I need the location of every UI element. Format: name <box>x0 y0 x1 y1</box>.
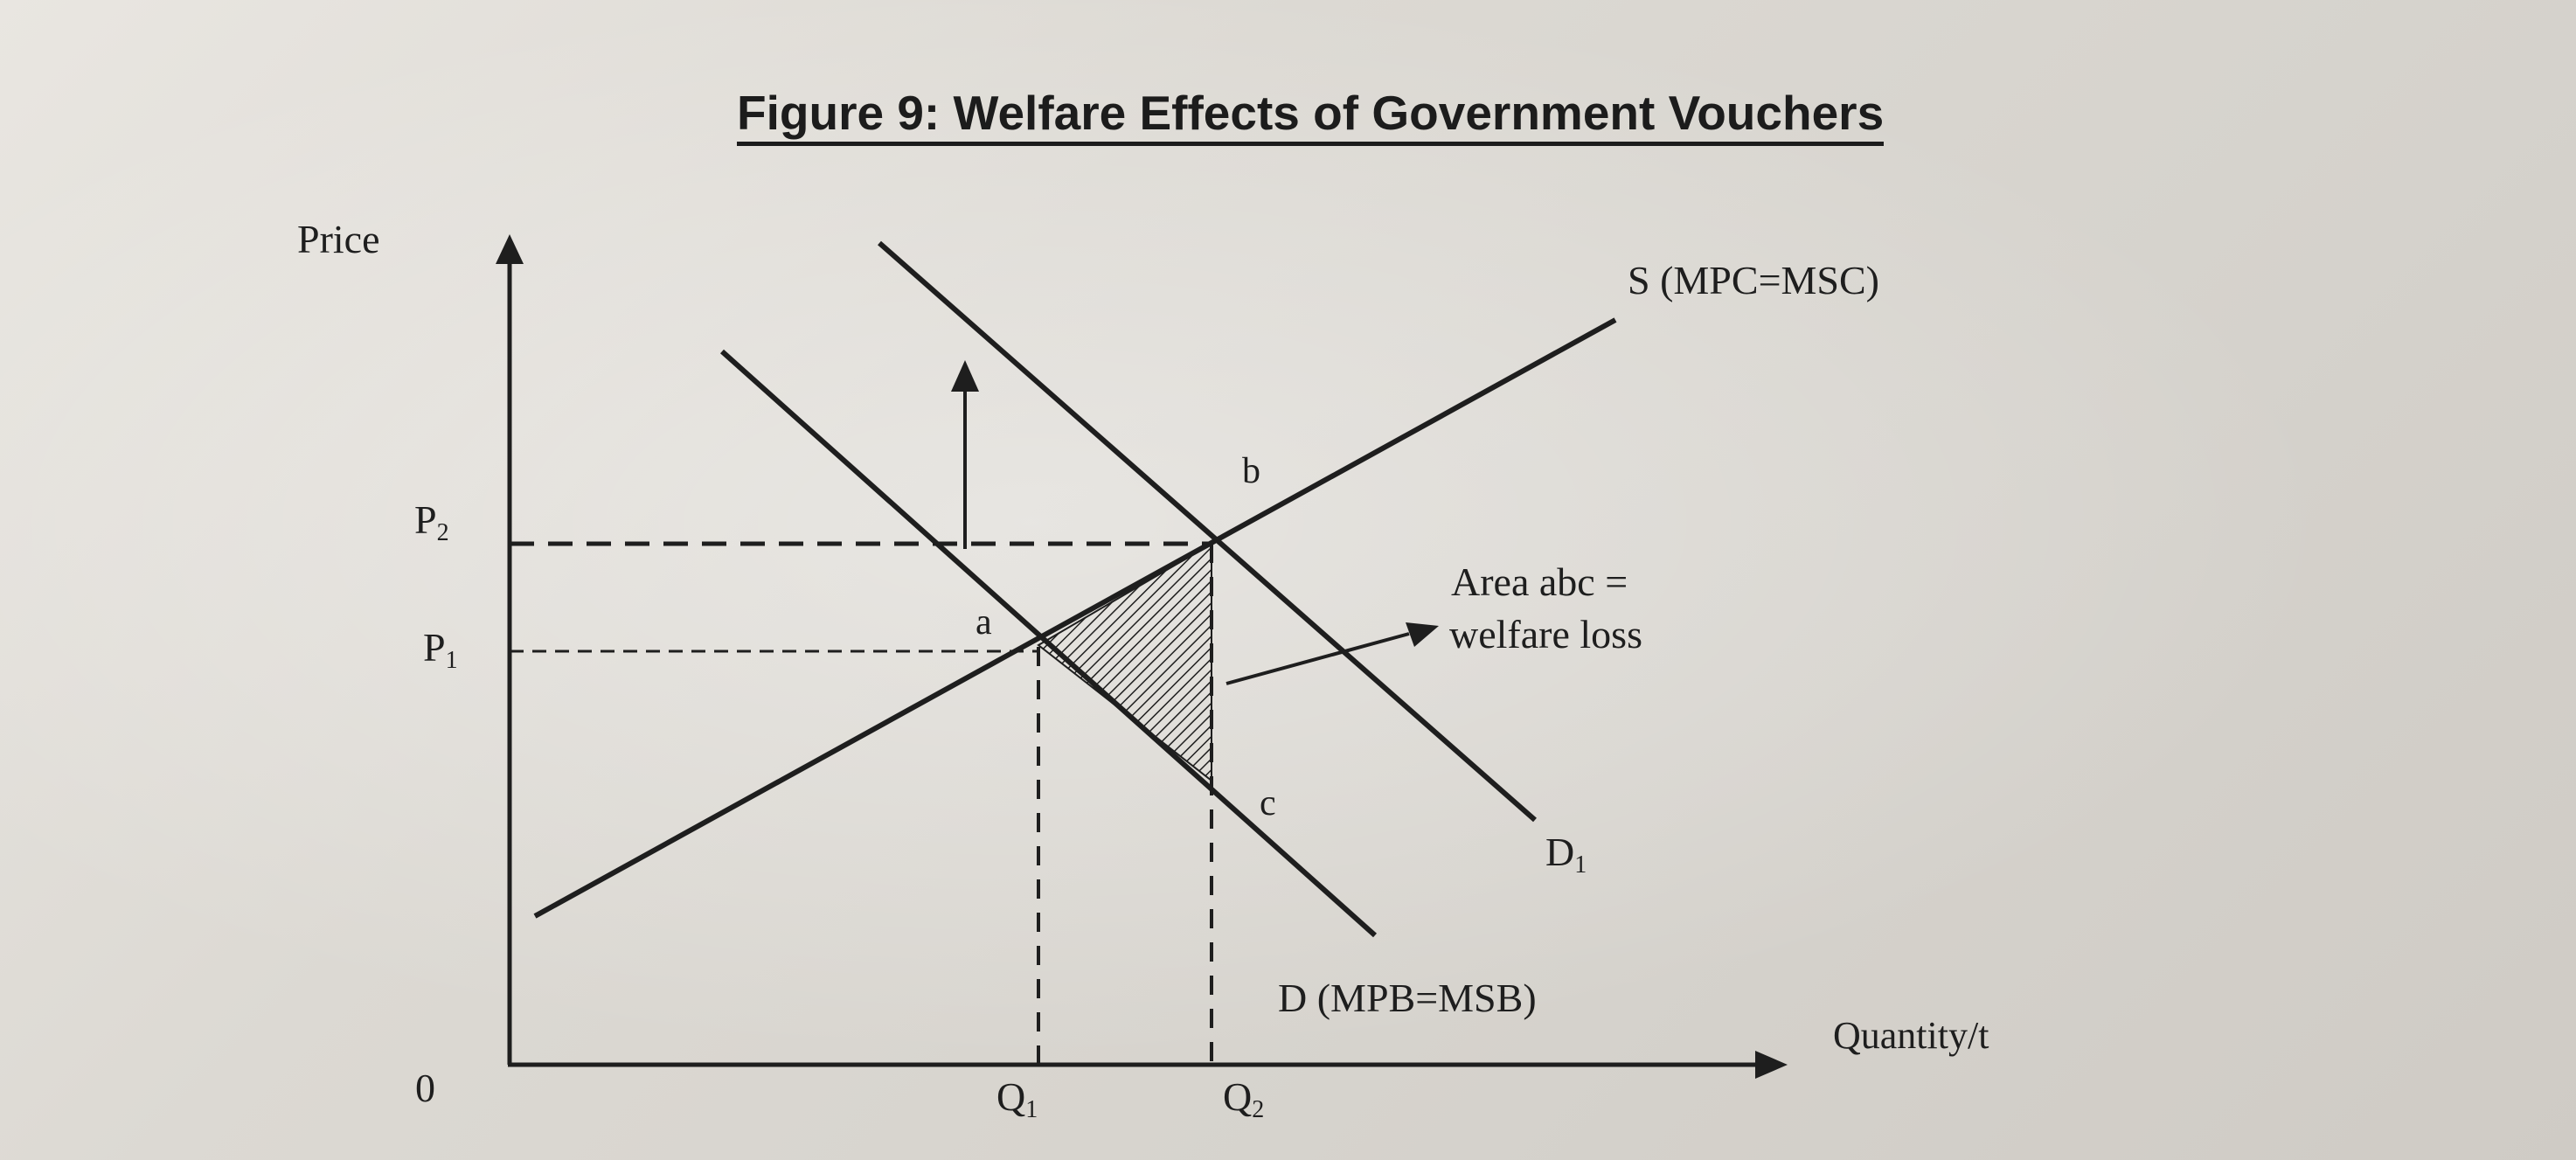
x-axis-label: Quantity/t <box>1833 1014 1989 1057</box>
point-a-label: a <box>976 602 992 643</box>
origin-label: 0 <box>415 1066 435 1110</box>
annotation-welfare-loss: welfare loss <box>1449 612 1642 656</box>
p1-label: P1 <box>423 625 458 674</box>
annotation-pointer <box>1226 632 1410 685</box>
q2-label: Q2 <box>1223 1074 1265 1123</box>
welfare-loss-area <box>1037 542 1212 783</box>
y-axis-label: Price <box>297 217 380 261</box>
figure-title: Figure 9: Welfare Effects of Government … <box>737 86 1885 146</box>
demand-curve-original <box>720 349 1377 938</box>
x-axis-arrowhead <box>1755 1051 1788 1079</box>
demand-new-label: D1 <box>1545 830 1587 879</box>
supply-curve-label: S (MPC=MSC) <box>1628 258 1879 302</box>
demand-curve-new <box>878 240 1537 823</box>
point-c-label: c <box>1260 783 1276 823</box>
demand-shift-arrowhead <box>951 360 979 392</box>
annotation-area-abc: Area abc = <box>1451 559 1628 604</box>
p2-label: P2 <box>414 497 449 546</box>
demand-original-label: D (MPB=MSB) <box>1278 976 1537 1020</box>
q1-label: Q1 <box>996 1074 1038 1123</box>
annotation-pointer-arrowhead <box>1406 622 1439 647</box>
point-b-label: b <box>1242 451 1260 491</box>
supply-curve <box>533 317 1617 919</box>
y-axis-arrowhead <box>496 234 524 264</box>
